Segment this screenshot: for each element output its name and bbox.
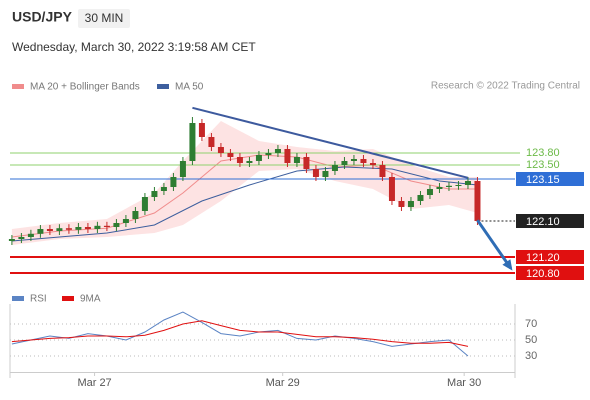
x-tick-label: Mar 29 [266, 377, 300, 389]
level-box [516, 172, 584, 186]
legend-label: MA 20 + Bollinger Bands [30, 82, 140, 93]
candle-body [398, 201, 405, 207]
candle-body [217, 147, 224, 153]
credit: Research © 2022 Trading Central [431, 81, 580, 92]
candle-body [94, 225, 101, 229]
candle-body [208, 137, 215, 147]
candle-body [246, 161, 253, 163]
legend-swatch [62, 296, 74, 301]
candle-body [227, 153, 234, 157]
y-tick-label: 30 [525, 350, 537, 362]
candle-body [341, 161, 348, 165]
candle-body [303, 157, 310, 169]
legend-swatch [157, 84, 169, 89]
axis-line [10, 372, 515, 373]
symbol: USD/JPY [12, 9, 73, 25]
candle-body [84, 227, 91, 229]
legend-swatch [12, 84, 24, 89]
rsi-line [11, 320, 469, 347]
candle-body [369, 163, 376, 165]
candle-body [46, 229, 53, 231]
level-label: 122.10 [526, 216, 560, 228]
candle-body [189, 123, 196, 161]
forecast-arrow [476, 219, 512, 270]
level-box [516, 214, 584, 228]
candle-body [284, 149, 291, 163]
candle-body [37, 229, 44, 234]
candle-body [113, 223, 120, 227]
candle-body [122, 219, 129, 223]
arrow-head [502, 259, 513, 271]
candle-body [464, 181, 471, 185]
x-tick-label: Mar 30 [447, 377, 481, 389]
level-label: 123.80 [526, 147, 560, 159]
candle-body [132, 211, 139, 219]
interval-box [78, 9, 130, 28]
candle-body [265, 153, 272, 155]
candle-body [388, 177, 395, 201]
candle-body [27, 233, 34, 237]
level-label: 121.20 [526, 252, 560, 264]
candle-body [407, 201, 414, 207]
trendline [192, 106, 469, 179]
legend-label: MA 50 [175, 82, 204, 93]
candle-body [455, 185, 462, 186]
candle-body [179, 161, 186, 177]
candle-body [360, 159, 367, 163]
level-label: 120.80 [526, 268, 560, 280]
candle-body [331, 165, 338, 171]
y-tick-label: 70 [525, 318, 537, 330]
candle-body [255, 155, 262, 161]
candle-body [236, 157, 243, 163]
candle-body [350, 159, 357, 161]
level-label: 123.15 [526, 174, 560, 186]
x-tick-label: Mar 27 [77, 377, 111, 389]
candle-body [75, 227, 82, 230]
candle-body [65, 228, 72, 230]
candle-body [293, 157, 300, 163]
candle-body [426, 189, 433, 195]
candle-body [170, 177, 177, 187]
legend-label: RSI [30, 294, 47, 305]
candle-body [141, 197, 148, 211]
y-tick-label: 50 [525, 334, 537, 346]
legend-swatch [12, 296, 24, 301]
candle-body [379, 165, 386, 177]
candle-body [274, 149, 281, 153]
ma50-line [11, 166, 478, 242]
level-box [516, 266, 584, 280]
level-label: 123.50 [526, 159, 560, 171]
datetime: Wednesday, March 30, 2022 3:19:58 AM CET [12, 40, 256, 54]
candle-body [198, 123, 205, 137]
candle-body [160, 187, 167, 191]
candle-body [417, 195, 424, 201]
legend-label: 9MA [80, 294, 101, 305]
level-box [516, 250, 584, 264]
candle-body [8, 239, 15, 241]
bollinger-band [11, 121, 478, 245]
candle-body [151, 191, 158, 197]
candle-body [18, 237, 25, 239]
candle-body [312, 169, 319, 177]
candle-body [474, 181, 481, 221]
candle-body [436, 187, 443, 189]
candle-body [56, 228, 63, 231]
candle-body [103, 225, 110, 227]
candle-body [322, 171, 329, 177]
candle-body [445, 185, 452, 187]
rsi-line [11, 311, 469, 357]
interval: 30 MIN [85, 11, 124, 25]
